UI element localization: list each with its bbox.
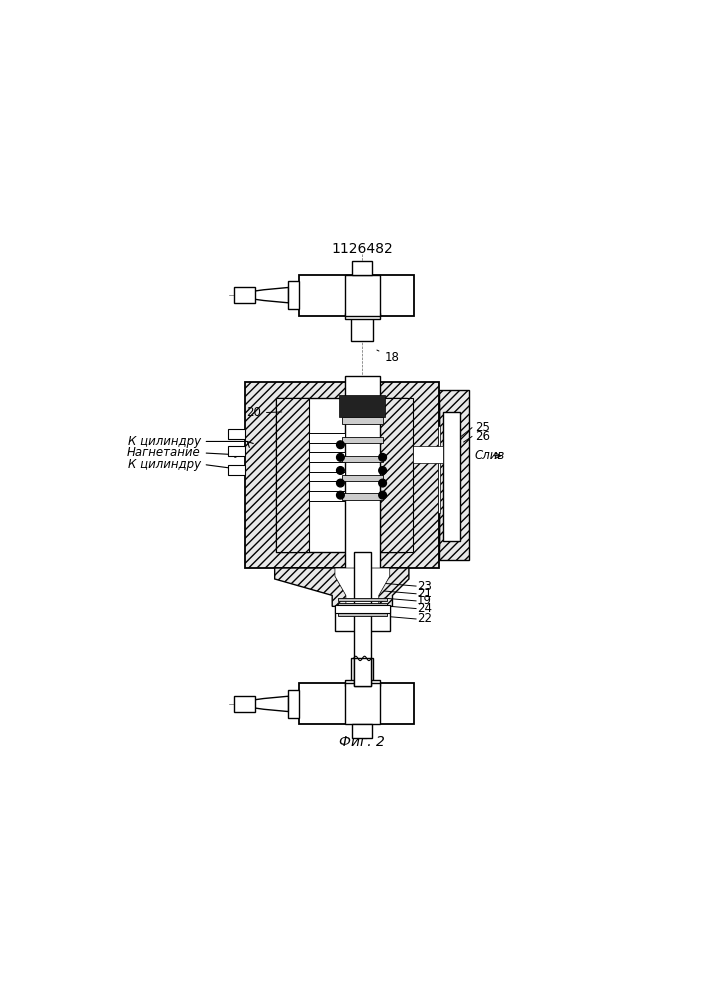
Text: Нагнетание: Нагнетание bbox=[127, 446, 201, 459]
Bar bbox=[335, 606, 390, 631]
Text: К цилиндру: К цилиндру bbox=[127, 458, 201, 471]
Text: 22: 22 bbox=[417, 612, 432, 625]
Bar bbox=[439, 447, 455, 461]
Bar bbox=[234, 696, 255, 712]
Bar bbox=[309, 452, 345, 462]
Bar bbox=[354, 658, 371, 686]
Circle shape bbox=[379, 479, 387, 487]
Bar bbox=[228, 429, 245, 439]
Circle shape bbox=[337, 467, 344, 474]
Text: 21: 21 bbox=[417, 587, 432, 600]
Circle shape bbox=[379, 453, 387, 461]
Bar bbox=[345, 680, 380, 686]
Bar bbox=[276, 398, 407, 552]
Bar bbox=[342, 417, 382, 424]
Bar bbox=[288, 281, 299, 309]
Circle shape bbox=[379, 491, 387, 499]
Text: К цилиндру: К цилиндру bbox=[127, 435, 201, 448]
Bar bbox=[309, 472, 345, 481]
Bar bbox=[228, 465, 245, 475]
Text: 18: 18 bbox=[377, 350, 399, 364]
Bar bbox=[438, 426, 440, 513]
Text: 26: 26 bbox=[474, 430, 490, 443]
Polygon shape bbox=[274, 568, 409, 606]
Polygon shape bbox=[249, 696, 288, 712]
Text: 24: 24 bbox=[417, 602, 432, 615]
Text: 23: 23 bbox=[417, 580, 432, 593]
Bar bbox=[288, 690, 299, 718]
Bar bbox=[338, 603, 387, 606]
Polygon shape bbox=[335, 568, 390, 606]
Bar bbox=[351, 658, 373, 683]
Bar bbox=[380, 398, 413, 552]
Text: 1126482: 1126482 bbox=[332, 242, 393, 256]
Text: 25: 25 bbox=[474, 421, 489, 434]
Circle shape bbox=[337, 453, 344, 461]
Bar bbox=[342, 475, 382, 481]
Bar bbox=[299, 275, 414, 316]
Bar bbox=[234, 287, 255, 303]
Bar bbox=[443, 412, 460, 541]
Bar bbox=[345, 376, 380, 573]
Bar bbox=[342, 437, 382, 443]
Bar bbox=[353, 724, 372, 738]
Bar bbox=[339, 395, 385, 417]
Polygon shape bbox=[249, 287, 288, 303]
Bar bbox=[309, 433, 345, 443]
Circle shape bbox=[337, 491, 344, 499]
Bar bbox=[439, 390, 469, 560]
Bar bbox=[354, 552, 371, 686]
Bar bbox=[228, 446, 245, 456]
Bar bbox=[276, 398, 309, 552]
Circle shape bbox=[337, 479, 344, 487]
Text: Фиг. 2: Фиг. 2 bbox=[339, 735, 385, 749]
Bar bbox=[342, 493, 382, 500]
Text: Слив: Слив bbox=[474, 449, 505, 462]
Text: 19: 19 bbox=[417, 594, 432, 607]
Bar bbox=[245, 382, 439, 568]
Bar bbox=[345, 313, 380, 319]
Circle shape bbox=[337, 441, 344, 449]
Bar bbox=[338, 598, 387, 601]
Bar bbox=[342, 456, 382, 462]
Bar bbox=[338, 608, 387, 611]
Text: 20: 20 bbox=[246, 406, 282, 419]
Bar bbox=[345, 275, 380, 316]
Bar bbox=[309, 491, 345, 501]
Bar bbox=[345, 683, 380, 724]
Bar bbox=[335, 605, 390, 613]
Circle shape bbox=[379, 467, 387, 474]
Bar bbox=[353, 261, 372, 275]
Bar bbox=[299, 683, 414, 724]
Bar bbox=[413, 446, 443, 463]
Bar bbox=[351, 316, 373, 341]
Bar bbox=[338, 613, 387, 616]
